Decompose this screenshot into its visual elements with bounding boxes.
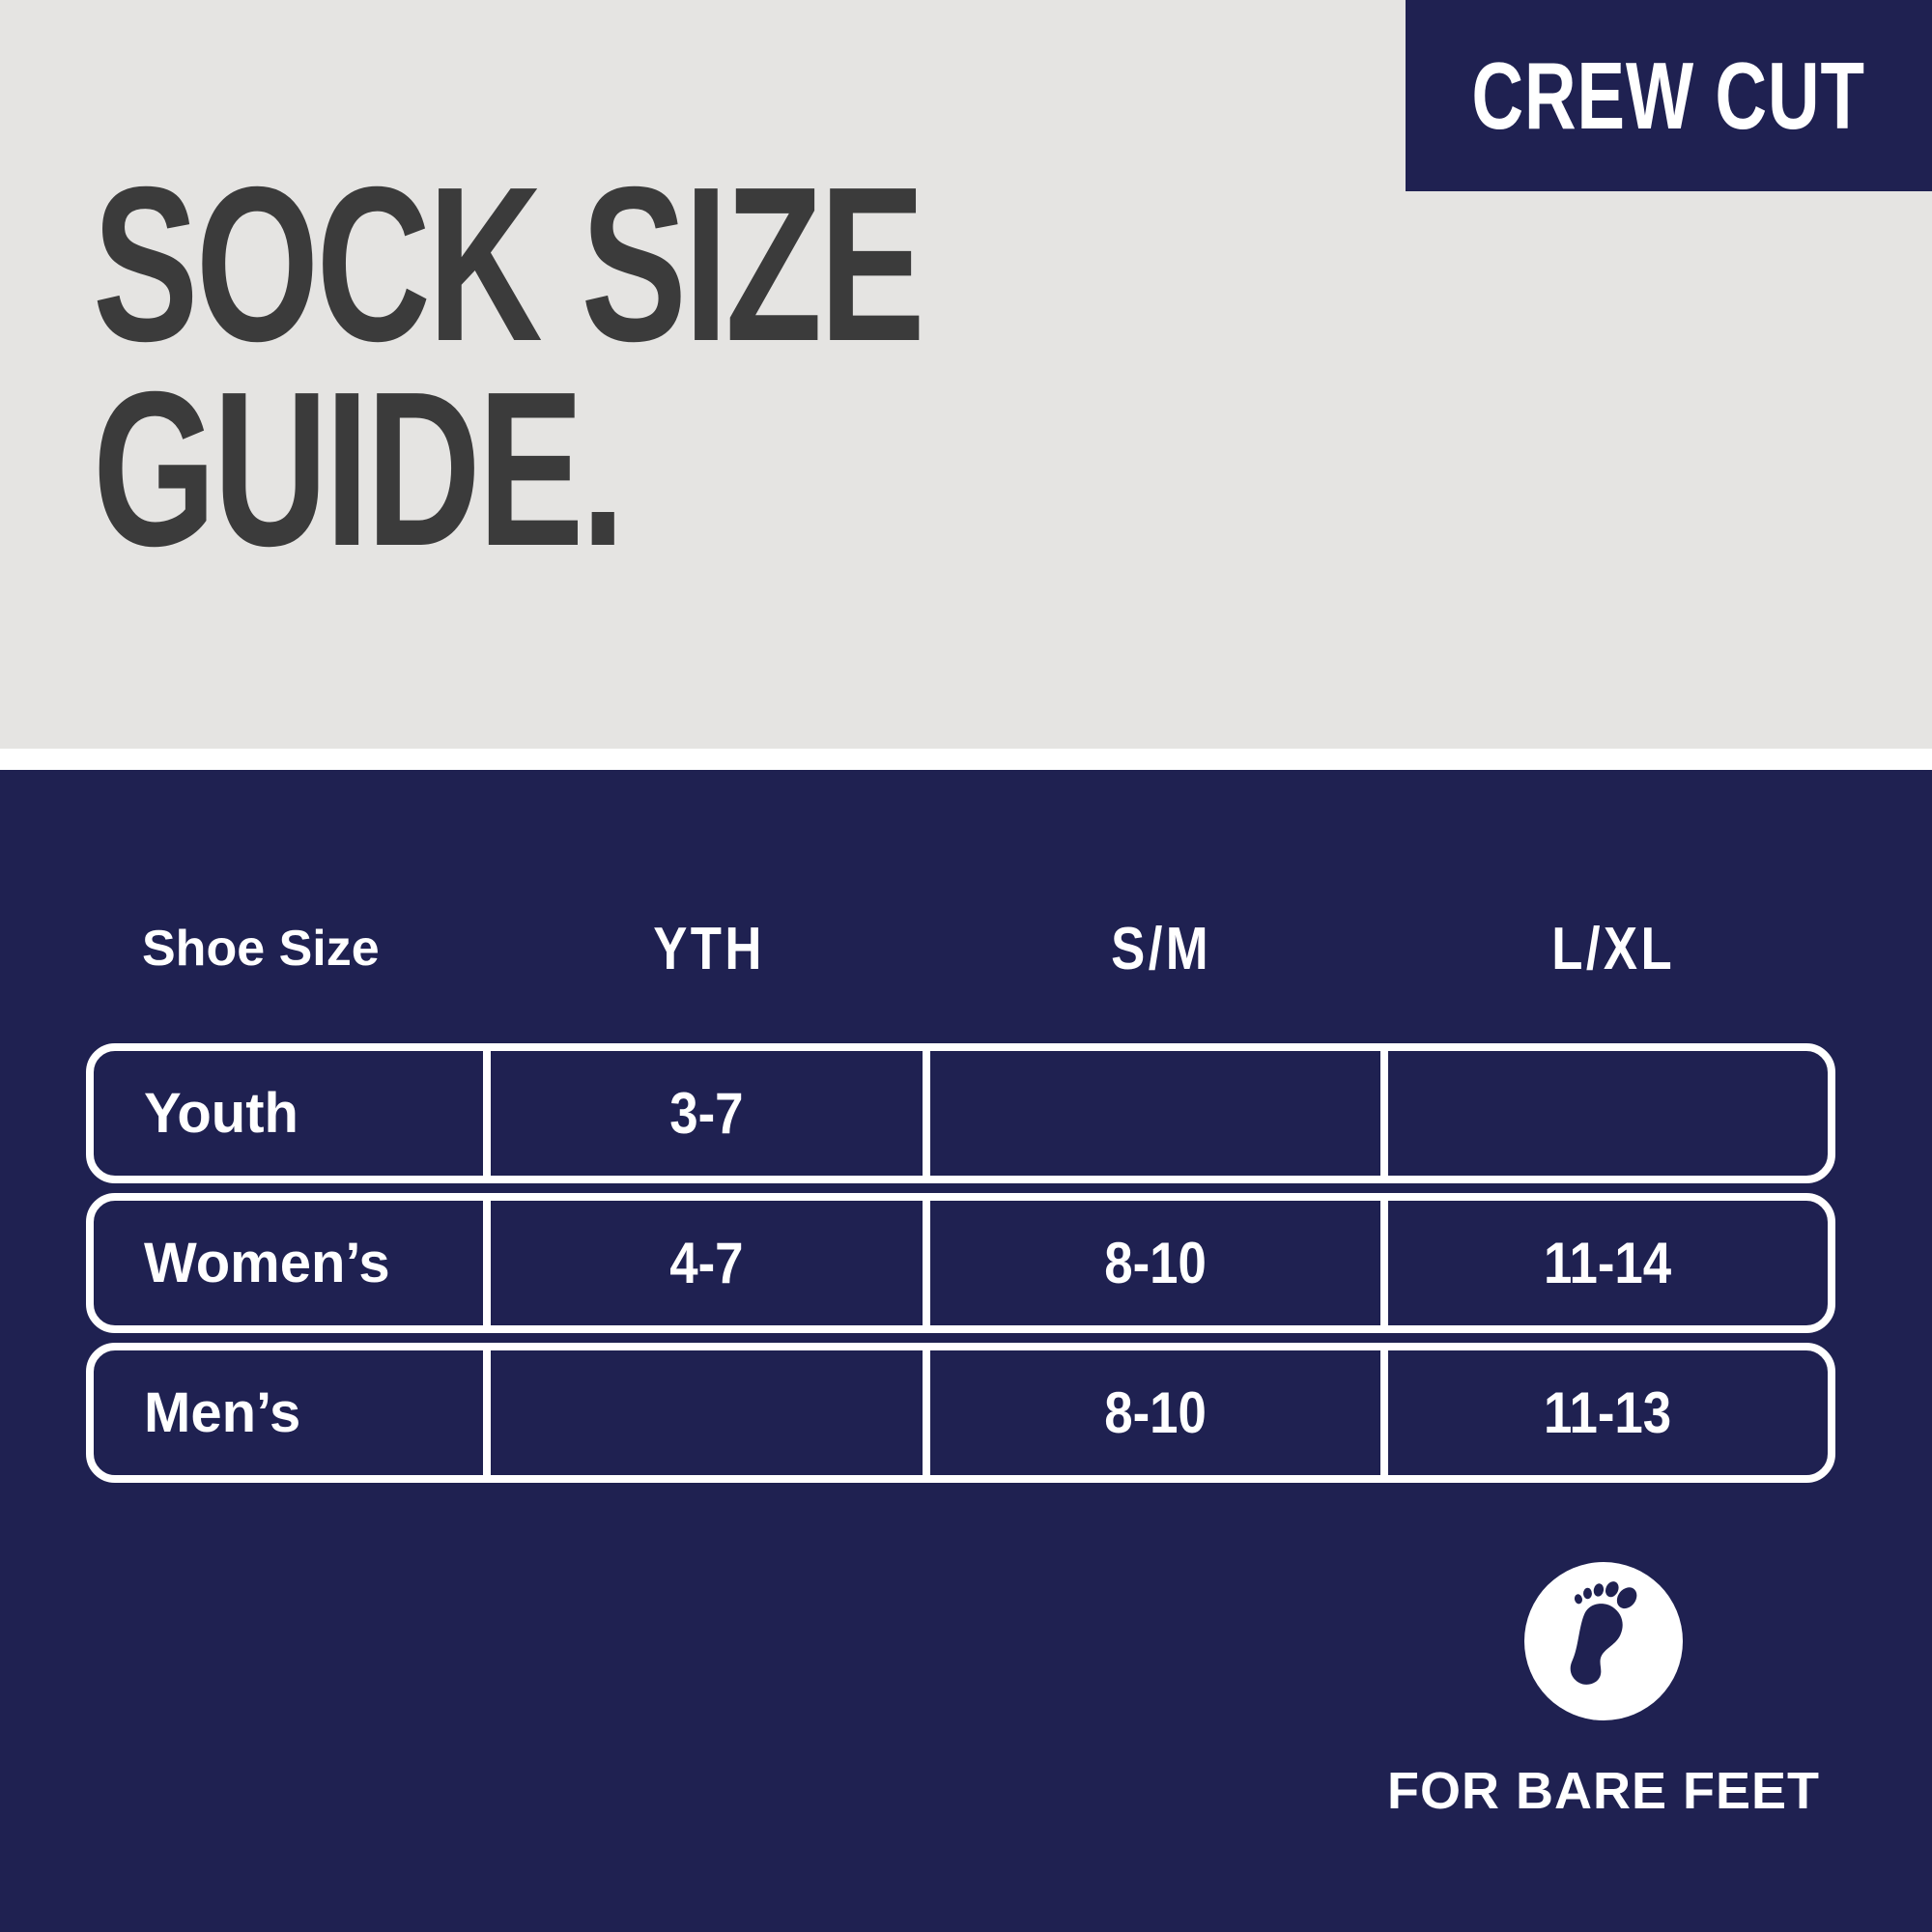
table-row-mens: Men’s 8-10 11-13	[86, 1343, 1835, 1483]
table-row-womens: Women’s 4-7 8-10 11-14	[86, 1193, 1835, 1333]
header-section: SOCK SIZE GUIDE. CREW CUT	[0, 0, 1932, 749]
footprint-icon	[1524, 1562, 1683, 1720]
column-header-yth: YTH	[652, 915, 765, 982]
cell-mens-sm: 8-10	[930, 1350, 1389, 1475]
cell-womens-sm: 8-10	[930, 1201, 1389, 1325]
cell-mens-yth	[491, 1350, 931, 1475]
cell-youth-yth: 3-7	[491, 1051, 931, 1176]
table-row-youth: Youth 3-7	[86, 1043, 1835, 1183]
cell-youth-lxl	[1388, 1051, 1828, 1176]
row-label: Men’s	[94, 1350, 492, 1475]
crew-cut-badge: CREW CUT	[1406, 0, 1932, 191]
size-table-header-row: Shoe Size YTH S/M L/XL	[86, 905, 1835, 992]
page-title: SOCK SIZE GUIDE.	[93, 142, 1245, 593]
cell-mens-lxl: 11-13	[1544, 1380, 1672, 1445]
column-header-lxl: L/XL	[1551, 915, 1676, 982]
row-label: Women’s	[94, 1201, 492, 1325]
cell-womens-lxl: 11-14	[1544, 1231, 1672, 1295]
column-header-shoe-size: Shoe Size	[142, 921, 380, 977]
row-label: Youth	[94, 1051, 492, 1176]
cell-womens-yth: 4-7	[491, 1201, 931, 1325]
column-header-sm: S/M	[1111, 915, 1211, 982]
brand-name: FOR BARE FEET	[1387, 1762, 1821, 1820]
size-table-body: Youth 3-7 Women’s 4-7 8-10 11-14 Men’s 8…	[86, 1043, 1835, 1492]
cell-youth-sm	[930, 1051, 1389, 1176]
crew-cut-badge-label: CREW CUT	[1471, 42, 1866, 149]
page-title-line1: SOCK SIZE	[93, 142, 925, 387]
brand-logo: FOR BARE FEET	[1387, 1562, 1819, 1821]
size-table-section: Shoe Size YTH S/M L/XL Youth 3-7 Women’s…	[0, 770, 1932, 1932]
section-divider	[0, 749, 1932, 770]
page-title-line2: GUIDE.	[93, 347, 625, 593]
